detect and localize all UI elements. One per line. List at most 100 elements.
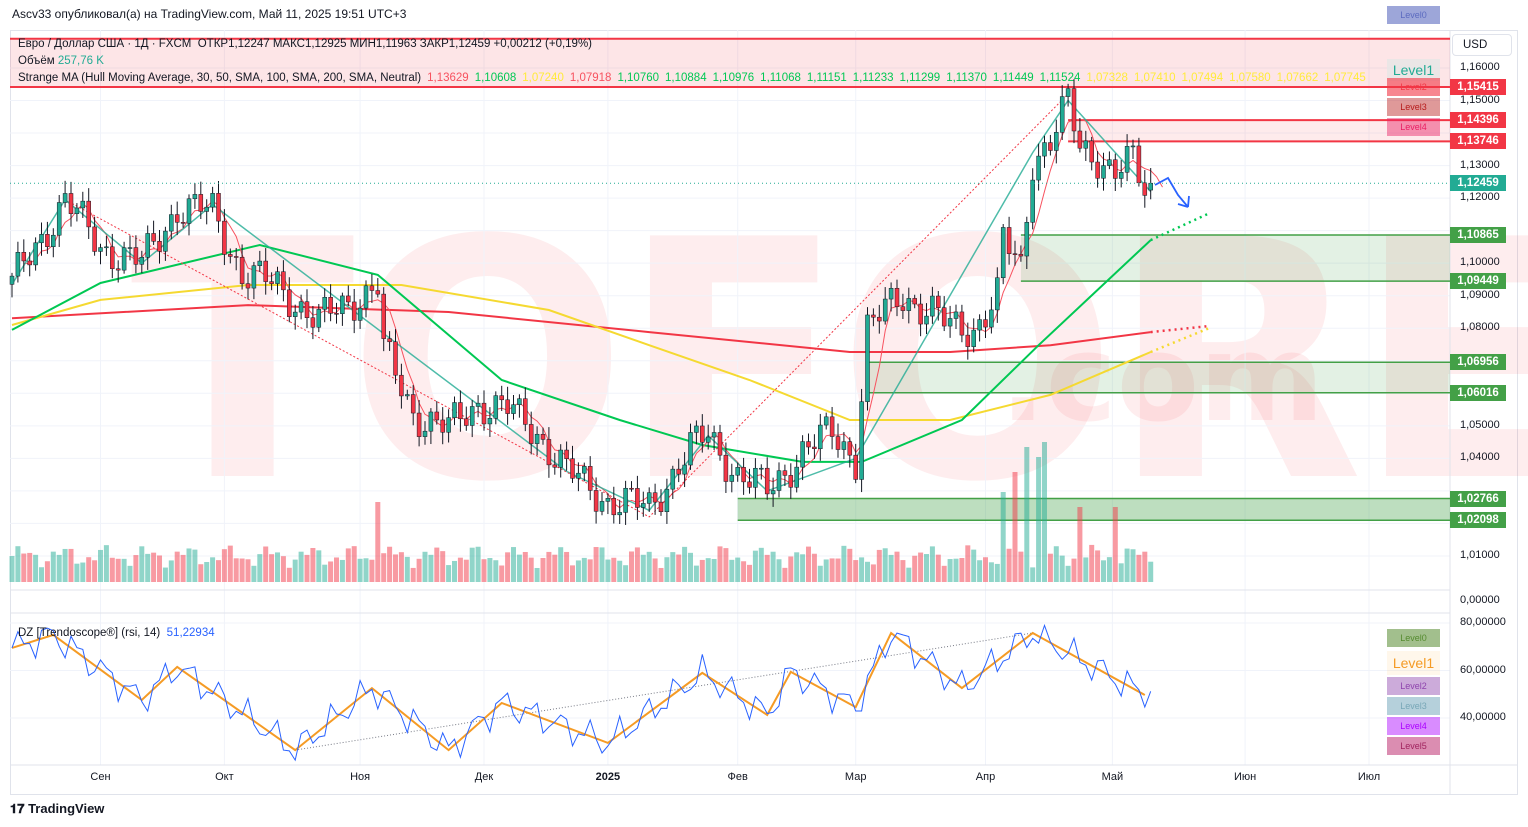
candle-body	[452, 402, 457, 418]
candle	[104, 235, 109, 256]
time-tick: Окт	[215, 771, 234, 783]
time-tick: Мар	[844, 771, 867, 783]
sma100-line	[11, 284, 1152, 421]
candle	[381, 287, 386, 352]
volume-bar	[440, 551, 446, 582]
candle	[192, 183, 198, 209]
candle-body	[947, 318, 953, 327]
candle-body	[623, 487, 628, 513]
candle-body	[1024, 222, 1030, 257]
volume-bar	[1148, 561, 1154, 582]
candle	[711, 425, 717, 451]
candle	[611, 486, 617, 524]
volume-bar	[499, 565, 505, 582]
candle	[593, 477, 599, 524]
time-tick: Май	[1101, 771, 1124, 783]
candle-body	[788, 475, 794, 488]
volume-bar	[717, 546, 723, 582]
candle	[281, 260, 286, 302]
candle-body	[1136, 145, 1142, 184]
ma-value: 1,11370	[946, 72, 987, 84]
ma-indicator-label[interactable]: Strange MA (Hull Moving Average, 30, 50,…	[18, 72, 422, 84]
candle	[1030, 168, 1035, 230]
volume-label[interactable]: Объём	[18, 55, 55, 67]
candle	[334, 302, 339, 324]
volume-bar	[198, 564, 204, 582]
volume-bar	[304, 554, 310, 582]
candle-body	[723, 454, 729, 482]
volume-bar	[528, 557, 534, 582]
symbol-title[interactable]: Евро / Доллар США · 1Д · FXCM	[18, 38, 192, 50]
volume-bar	[971, 549, 977, 582]
candle-body	[245, 283, 251, 289]
candle	[33, 237, 38, 271]
volume-bar	[145, 553, 151, 582]
candle	[45, 221, 50, 254]
candle-body	[747, 481, 752, 488]
tradingview-logo[interactable]: 𝟏𝟕 TradingView	[10, 801, 104, 817]
candle-body	[829, 416, 835, 437]
candle	[180, 212, 186, 228]
candle	[953, 304, 959, 329]
candle	[56, 195, 62, 247]
candle	[1130, 139, 1136, 159]
volume-bar	[829, 558, 835, 582]
candle	[239, 244, 245, 290]
volume-bar	[151, 552, 157, 582]
rsi-label[interactable]: DZ [Trendoscope®] (rsi, 14)	[18, 627, 161, 639]
sma200-projection	[1150, 324, 1210, 334]
candle-body	[558, 449, 563, 468]
volume-bar	[764, 554, 770, 582]
candle-body	[670, 468, 676, 490]
candle-body	[298, 301, 304, 313]
currency-button[interactable]: USD	[1452, 34, 1512, 56]
candle	[487, 407, 493, 437]
ma-value: 1,11449	[992, 72, 1034, 84]
volume-bar	[180, 554, 186, 582]
ma-value: 1,07328	[1086, 72, 1128, 84]
candle	[375, 278, 381, 298]
rsi-line	[11, 623, 1152, 762]
candle-body	[21, 252, 27, 262]
candle-body	[694, 425, 699, 433]
ma-value: 1,07240	[522, 72, 564, 84]
candle-body	[493, 395, 499, 419]
volume-bar	[788, 556, 794, 582]
candle-body	[782, 470, 788, 476]
candle-body	[658, 501, 664, 512]
candle-body	[263, 260, 268, 282]
volume-bar	[882, 548, 888, 582]
candle-body	[617, 512, 622, 516]
candle	[145, 225, 150, 270]
candle	[635, 475, 640, 520]
candle	[605, 493, 611, 515]
volume-bar	[286, 567, 292, 582]
ma-value: 1,11233	[852, 72, 894, 84]
candle-body	[275, 271, 280, 284]
volume-bar	[387, 546, 393, 582]
candle-body	[1113, 159, 1118, 179]
volume-bar	[1042, 442, 1047, 582]
candle-body	[753, 467, 758, 488]
volume-bar	[375, 502, 381, 582]
candle	[121, 241, 127, 274]
candle	[310, 305, 316, 340]
volume-bar	[876, 549, 882, 582]
volume-bar	[522, 551, 528, 582]
candle	[464, 406, 469, 431]
candle-body	[1006, 227, 1012, 254]
candle	[15, 241, 21, 283]
candle	[788, 463, 794, 499]
candle-body	[1000, 227, 1006, 278]
ma-value: 1,10608	[474, 72, 517, 84]
candle	[523, 387, 528, 432]
volume-bar	[906, 567, 912, 582]
candle-body	[599, 501, 605, 512]
volume-tick: 0,00000	[1460, 594, 1500, 606]
volume-bar	[570, 565, 575, 582]
price-tick: 1,08000	[1460, 321, 1500, 334]
candle-body	[794, 466, 799, 488]
volume-bar	[658, 567, 664, 582]
candle	[841, 432, 847, 460]
